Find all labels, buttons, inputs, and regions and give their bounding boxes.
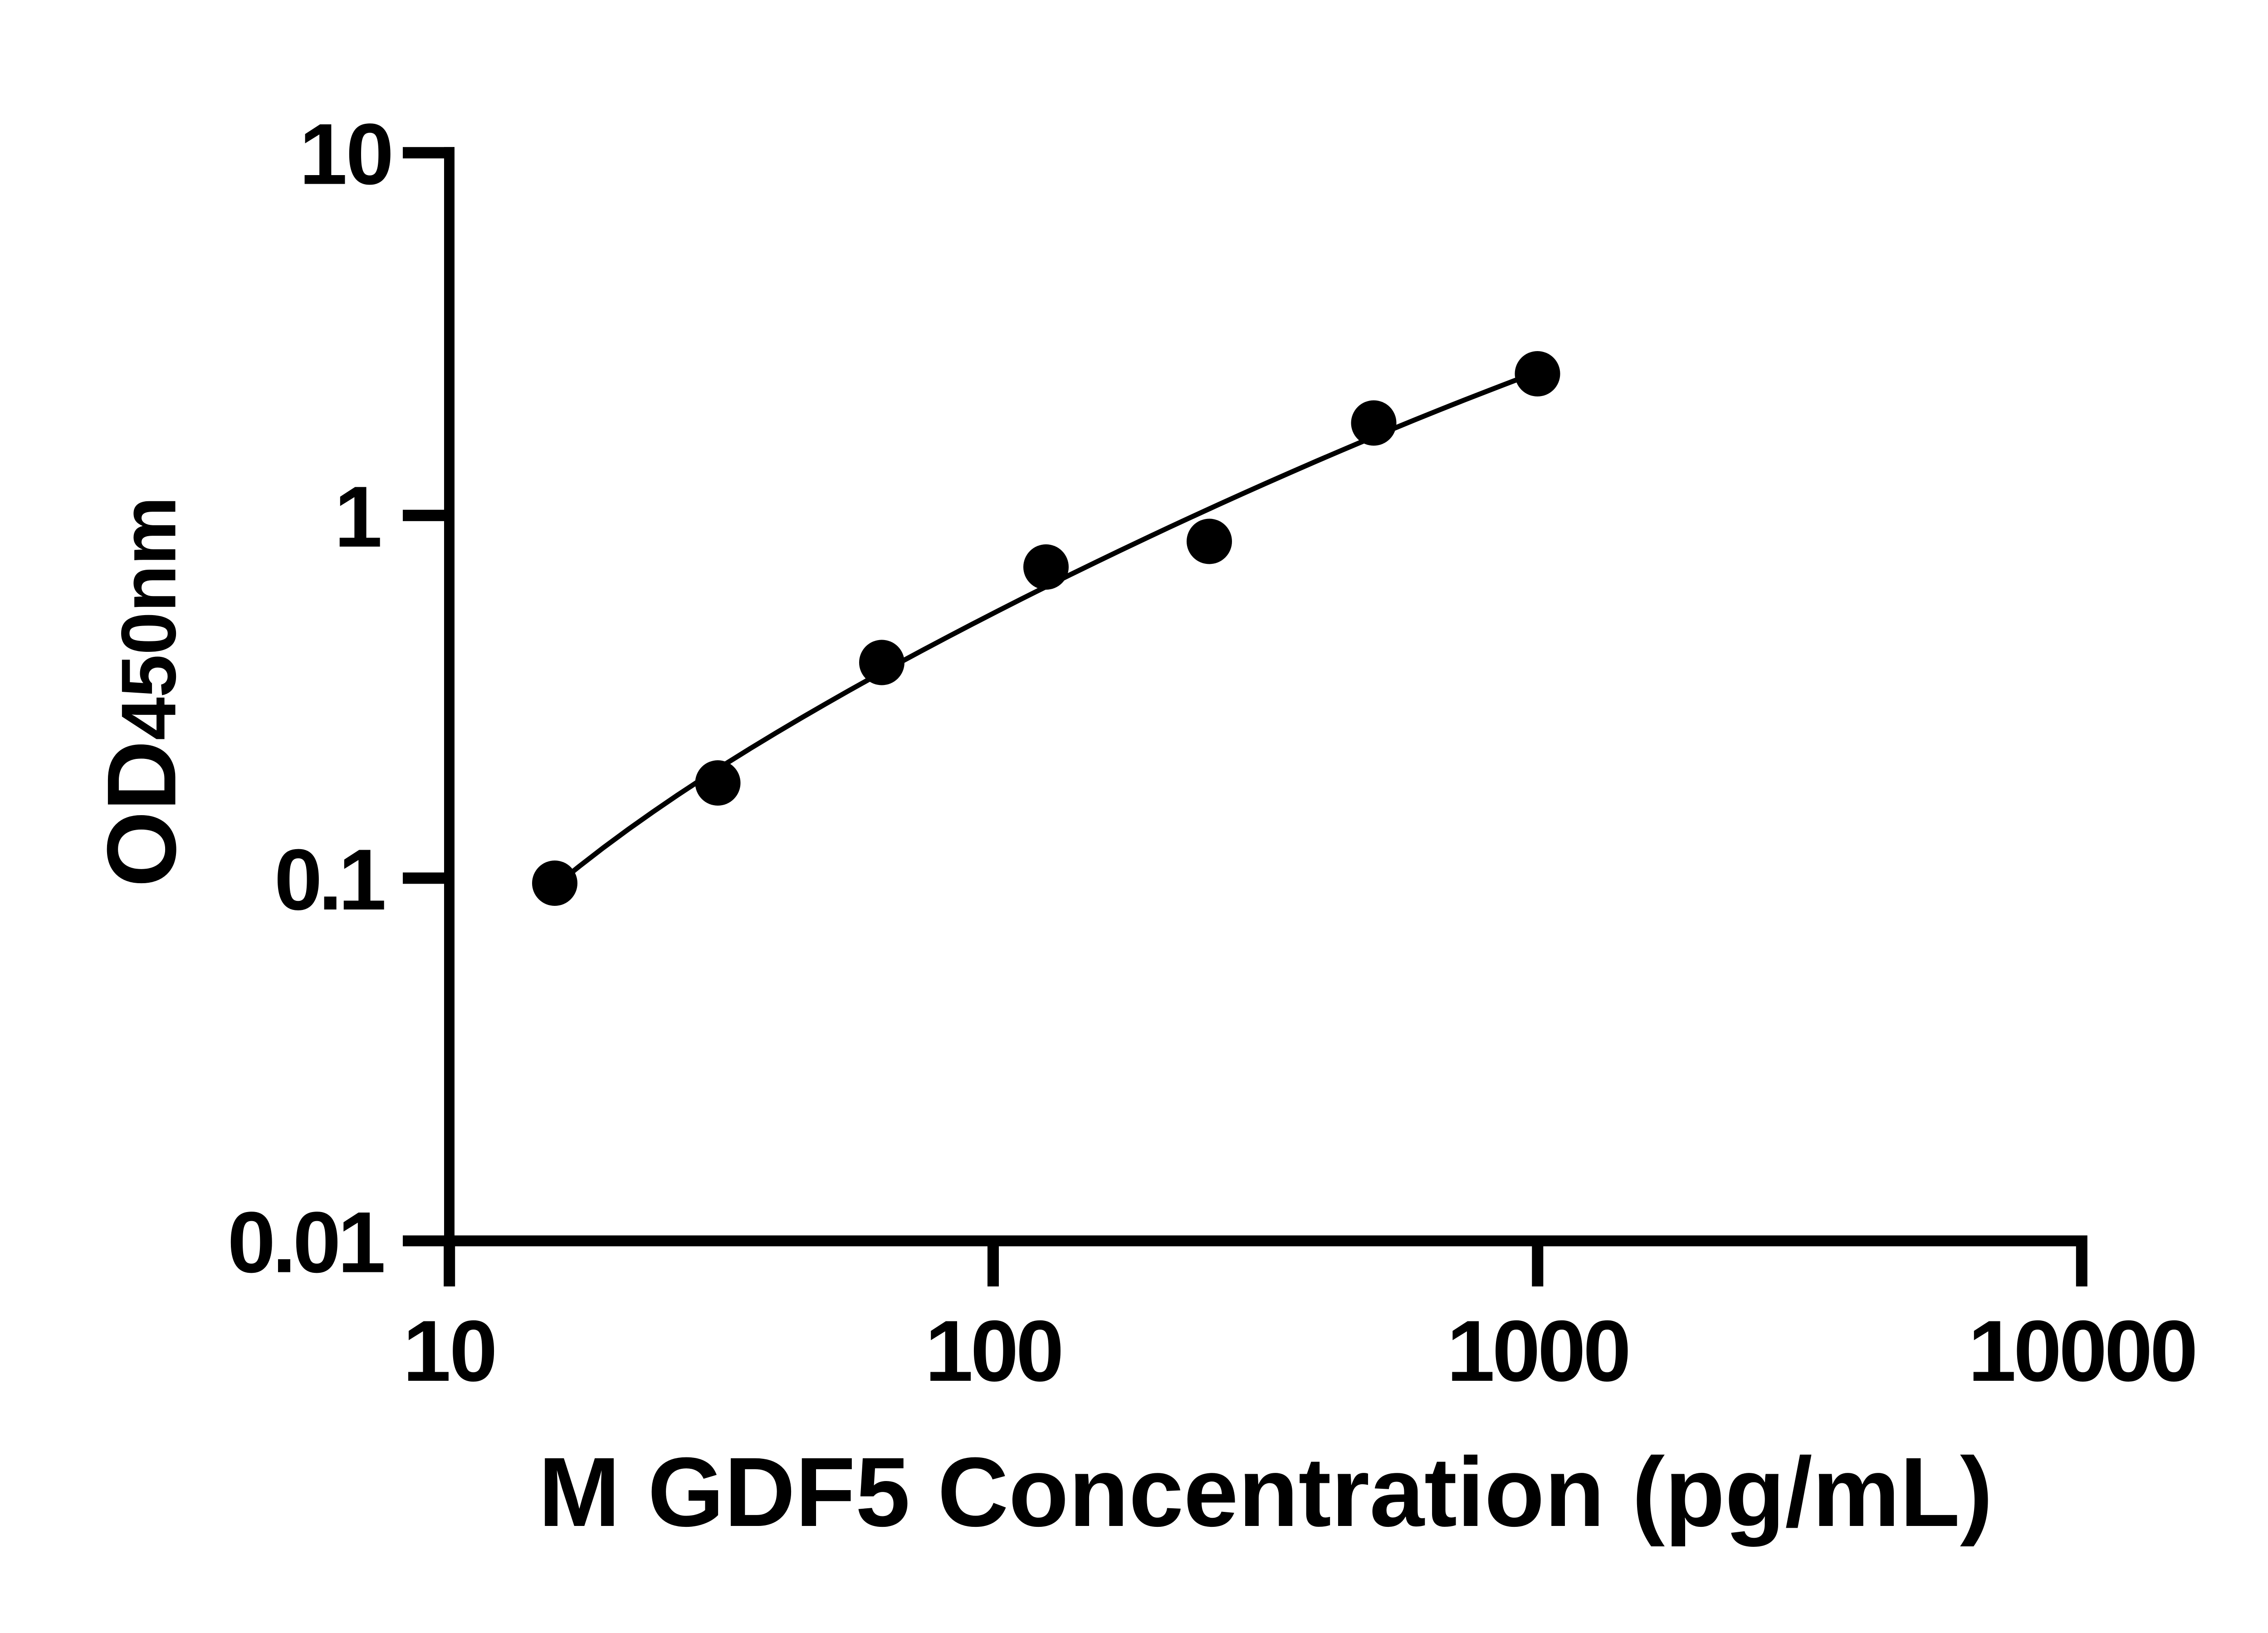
- svg-text:100: 100: [925, 1303, 1061, 1399]
- svg-text:M GDF5 Concentration (pg/mL): M GDF5 Concentration (pg/mL): [538, 1437, 1993, 1547]
- svg-text:10000: 10000: [1968, 1303, 2195, 1399]
- svg-text:10: 10: [299, 106, 392, 203]
- svg-text:1000: 1000: [1447, 1303, 1628, 1399]
- svg-text:OD450nm: OD450nm: [87, 497, 196, 887]
- svg-text:0.1: 0.1: [274, 831, 384, 928]
- svg-text:1: 1: [334, 469, 382, 565]
- svg-text:0.01: 0.01: [227, 1194, 383, 1291]
- svg-text:10: 10: [403, 1303, 496, 1399]
